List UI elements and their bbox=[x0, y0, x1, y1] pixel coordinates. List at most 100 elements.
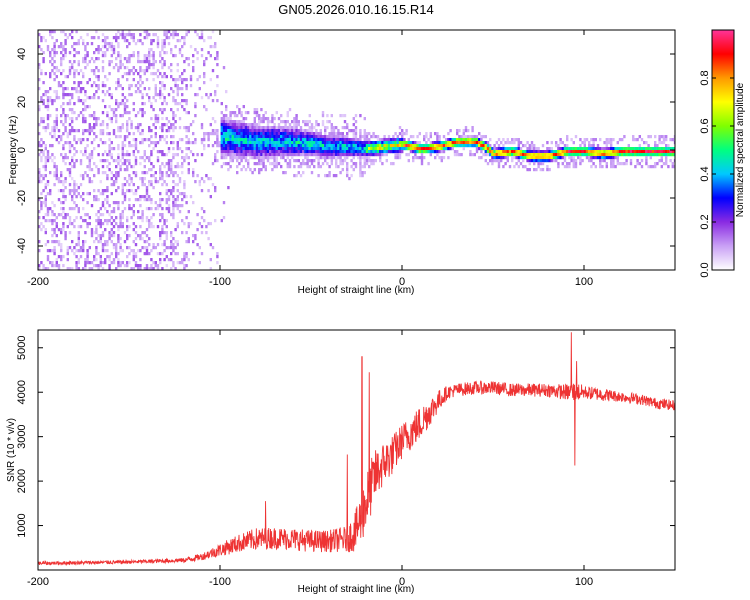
spectrogram-cell bbox=[324, 126, 327, 130]
spectrogram-cell bbox=[227, 138, 230, 142]
spectrogram-cell bbox=[220, 111, 223, 115]
spectrogram-cell bbox=[108, 63, 111, 67]
spectrogram-cell bbox=[71, 267, 74, 270]
spectrogram-cell bbox=[185, 252, 188, 256]
spectrogram-cell bbox=[335, 174, 338, 178]
spectrogram-cell bbox=[62, 225, 65, 229]
spectrogram-cell bbox=[104, 219, 107, 223]
spectrogram-cell bbox=[387, 138, 391, 142]
spectrogram-cell bbox=[154, 264, 157, 268]
spectrogram-cell bbox=[132, 72, 135, 76]
spectrogram-cell bbox=[605, 150, 608, 154]
spectrogram-cell bbox=[187, 162, 190, 166]
spectrogram-cell bbox=[227, 162, 230, 166]
spectrogram-cell bbox=[196, 228, 199, 232]
spectrogram-cell bbox=[53, 51, 56, 55]
spectrogram-cell bbox=[97, 264, 100, 268]
spectrogram-cell bbox=[405, 147, 408, 151]
spectrogram-cell bbox=[341, 126, 344, 130]
spectrogram-cell bbox=[662, 150, 666, 154]
spectrogram-cell bbox=[244, 138, 248, 142]
spectrogram-cell bbox=[414, 150, 417, 154]
spectrogram-cell bbox=[352, 117, 355, 121]
spectrogram-cell bbox=[273, 159, 276, 163]
spectrogram-cell bbox=[141, 213, 144, 217]
spectrogram-cell bbox=[141, 156, 144, 160]
spectrogram-cell bbox=[60, 105, 63, 109]
spectrogram-cell bbox=[86, 192, 89, 196]
spectrogram-cell bbox=[638, 144, 641, 148]
spectrogram-cell bbox=[49, 87, 52, 91]
spectrogram-cell bbox=[370, 159, 373, 163]
spectrogram-cell bbox=[132, 33, 135, 37]
spectrogram-cell bbox=[49, 72, 52, 76]
spectrogram-cell bbox=[75, 183, 78, 187]
spectrogram-cell bbox=[577, 153, 580, 157]
spectrogram-cell bbox=[40, 72, 43, 76]
spectrogram-cell bbox=[258, 132, 261, 136]
spectrogram-cell bbox=[183, 156, 186, 160]
spectrogram-cell bbox=[495, 150, 498, 154]
spectrogram-cell bbox=[176, 78, 179, 82]
spectrogram-cell bbox=[108, 213, 111, 217]
spectrogram-cell bbox=[167, 30, 171, 34]
spectrogram-cell bbox=[341, 153, 344, 157]
spectrogram-cell bbox=[225, 150, 228, 154]
spectrogram-cell bbox=[130, 93, 133, 97]
spectrogram-cell bbox=[220, 135, 223, 139]
spectrogram-cell bbox=[533, 162, 536, 166]
spectrogram-cell bbox=[262, 132, 265, 136]
spectrogram-cell bbox=[522, 153, 525, 157]
spectrogram-cell bbox=[654, 162, 657, 166]
spectrogram-cell bbox=[176, 189, 179, 193]
spectrogram-cell bbox=[145, 252, 149, 256]
spectrogram-cell bbox=[134, 84, 138, 88]
spectrogram-cell bbox=[196, 57, 199, 61]
spectrogram-cell bbox=[306, 150, 309, 154]
spectrogram-cell bbox=[271, 117, 274, 121]
spectrogram-cell bbox=[106, 90, 109, 94]
spectrogram-cell bbox=[77, 186, 80, 190]
spectrogram-cell bbox=[451, 147, 454, 151]
spectrogram-cell bbox=[174, 171, 177, 175]
spectrogram-cell bbox=[49, 156, 52, 160]
spectrogram-cell bbox=[284, 141, 287, 145]
spectrogram-cell bbox=[42, 81, 45, 85]
spectrogram-cell bbox=[535, 153, 538, 157]
spectrogram-cell bbox=[40, 159, 43, 163]
spectrogram-cell bbox=[583, 147, 586, 151]
spectrogram-cell bbox=[568, 162, 571, 166]
spectrogram-cell bbox=[148, 222, 151, 226]
spectrogram-cell bbox=[456, 129, 459, 133]
spectrogram-cell bbox=[572, 165, 575, 169]
spectrogram-cell bbox=[44, 165, 47, 169]
spectrogram-cell bbox=[60, 258, 63, 262]
spectrogram-cell bbox=[196, 174, 199, 178]
spectrogram-cell bbox=[159, 138, 162, 142]
spectrogram-cell bbox=[310, 126, 314, 130]
spectrogram-cell bbox=[207, 51, 210, 55]
spectrogram-cell bbox=[361, 135, 364, 139]
spectrogram-cell bbox=[513, 141, 516, 145]
spectrogram-cell bbox=[148, 159, 151, 163]
spectrogram-cell bbox=[152, 123, 155, 127]
spectrogram-cell bbox=[293, 159, 296, 163]
spectrogram-cell bbox=[185, 33, 188, 37]
spectrogram-cell bbox=[649, 156, 652, 160]
spectrogram-cell bbox=[236, 141, 239, 145]
spectrogram-cell bbox=[396, 153, 399, 157]
spectrogram-cell bbox=[123, 183, 127, 187]
spectrogram-cell bbox=[583, 150, 586, 154]
spectrogram-cell bbox=[368, 144, 371, 148]
spectrogram-cell bbox=[339, 156, 342, 160]
spectrogram-cell bbox=[110, 120, 113, 124]
spectrogram-cell bbox=[359, 141, 362, 145]
spectrogram-cell bbox=[539, 159, 542, 163]
spectrogram-cell bbox=[73, 42, 76, 46]
spectrogram-cell bbox=[326, 156, 329, 160]
spectrogram-cell bbox=[68, 150, 72, 154]
spectrogram-cell bbox=[139, 123, 142, 127]
spectrogram-cell bbox=[418, 132, 421, 136]
spectrogram-cell bbox=[610, 144, 613, 148]
spectrogram-cell bbox=[172, 186, 175, 190]
